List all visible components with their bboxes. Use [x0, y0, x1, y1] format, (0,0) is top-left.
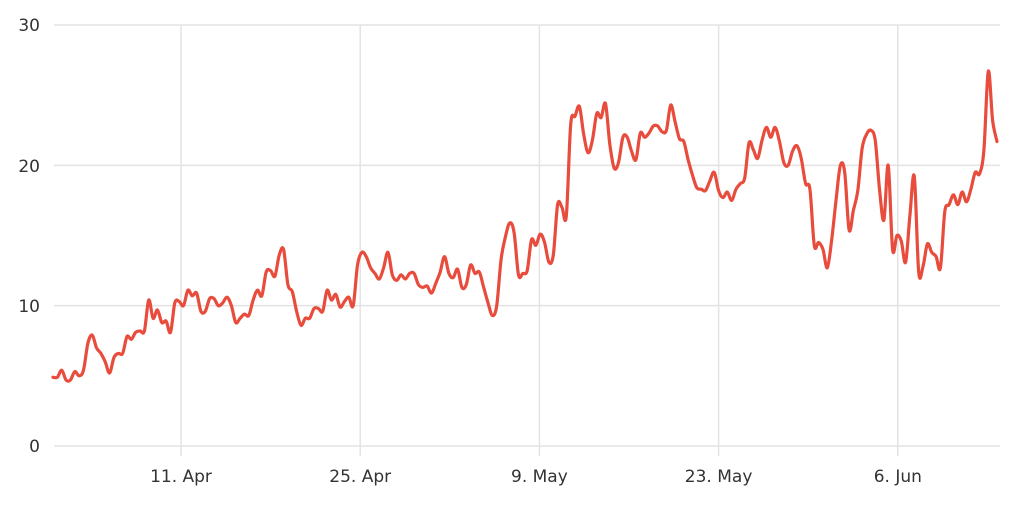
- x-axis: 11. Apr 25. Apr 9. May 23. May 6. Jun: [150, 467, 922, 487]
- y-axis: 0 10 20 30: [18, 16, 40, 457]
- x-tick-label: 23. May: [685, 467, 753, 487]
- data-points: [53, 71, 997, 380]
- series-line: [51, 69, 999, 383]
- y-tick-label: 30: [18, 16, 40, 36]
- x-tick-label: 11. Apr: [150, 467, 212, 487]
- grid: [54, 24, 1000, 456]
- y-tick-label: 10: [18, 297, 40, 317]
- y-tick-label: 20: [18, 157, 40, 177]
- x-tick-label: 9. May: [511, 467, 568, 487]
- x-tick-label: 25. Apr: [329, 467, 391, 487]
- y-tick-label: 0: [29, 437, 40, 457]
- x-tick-label: 6. Jun: [874, 467, 922, 487]
